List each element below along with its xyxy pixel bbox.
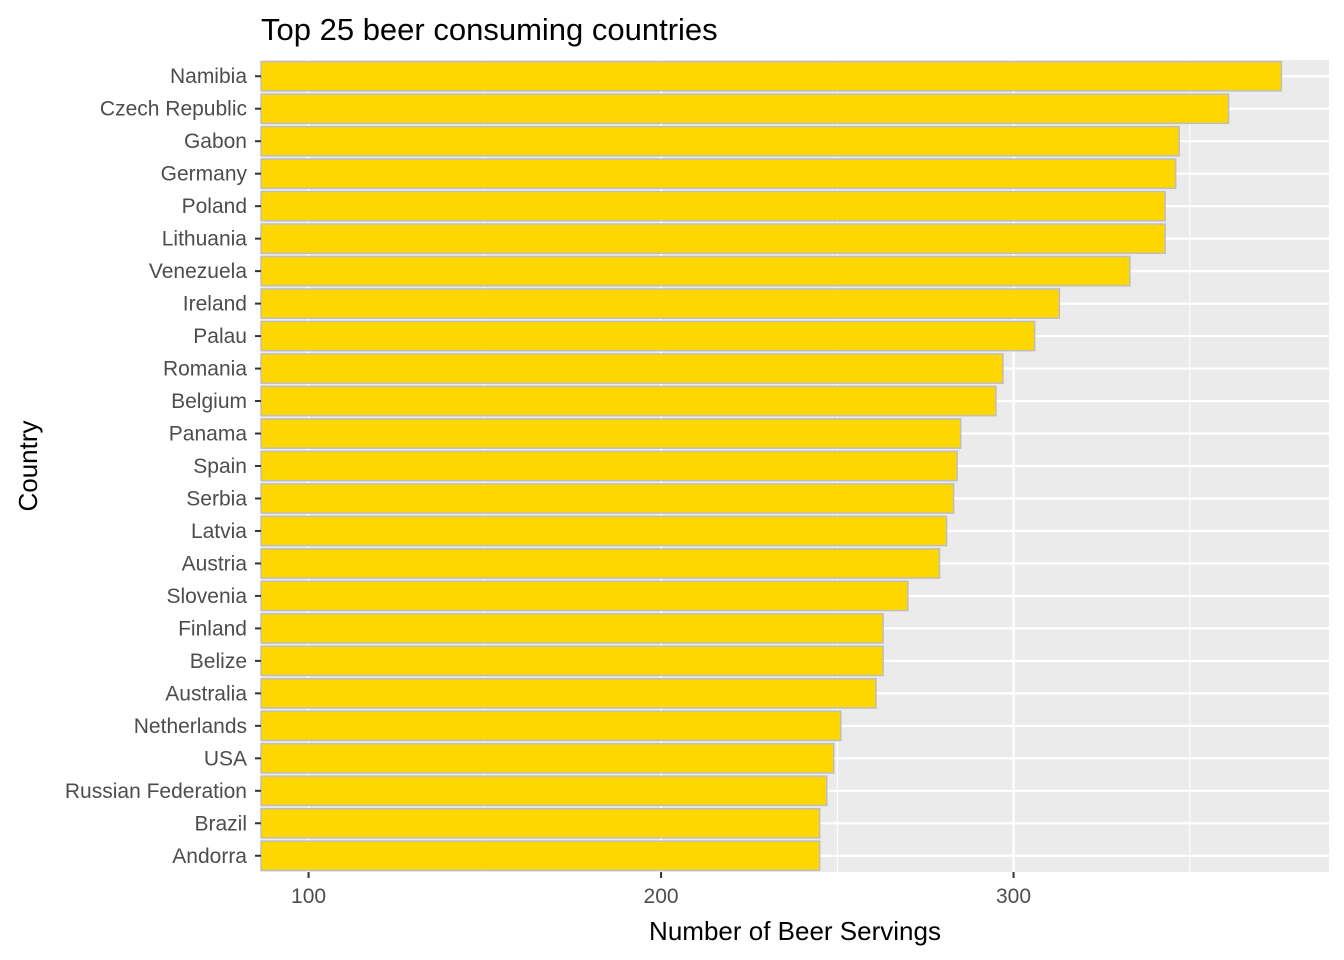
- y-tick-label: Panama: [169, 423, 248, 446]
- bar: [260, 807, 821, 839]
- y-tick-label: Australia: [165, 682, 247, 705]
- y-tick-label: Spain: [193, 455, 247, 478]
- y-tick-label: USA: [204, 747, 247, 770]
- bar: [260, 840, 821, 872]
- bar: [260, 548, 941, 579]
- y-tick-label: Brazil: [194, 812, 247, 835]
- bar: [260, 645, 884, 677]
- bar: [260, 483, 955, 514]
- bar: [260, 93, 1230, 125]
- x-tick-label: 100: [291, 885, 326, 908]
- y-tick-label: Finland: [178, 617, 247, 640]
- bar: [260, 775, 828, 807]
- x-tick-label: 200: [644, 885, 679, 908]
- y-tick-label: Russian Federation: [65, 780, 247, 803]
- y-tick-label: Germany: [161, 163, 248, 186]
- y-tick-label: Ireland: [183, 293, 247, 316]
- y-tick-label: Andorra: [172, 845, 247, 868]
- y-tick-label: Poland: [182, 195, 247, 218]
- bar: [260, 288, 1061, 319]
- bar: [260, 223, 1166, 255]
- x-tick-label: 300: [996, 885, 1031, 908]
- bar: [260, 385, 997, 417]
- y-tick-label: Belize: [190, 650, 247, 673]
- bar: [260, 710, 842, 742]
- y-tick-label: Austria: [182, 552, 248, 575]
- y-tick-label: Serbia: [186, 487, 247, 510]
- bar: [260, 677, 877, 709]
- bar: [260, 125, 1180, 157]
- x-axis-title: Number of Beer Servings: [649, 916, 941, 946]
- y-tick-label: Latvia: [191, 520, 247, 543]
- x-axis: 100 200 300: [291, 872, 1031, 908]
- y-tick-label: Palau: [193, 325, 247, 348]
- y-tick-label: Namibia: [170, 65, 247, 88]
- y-tick-label: Gabon: [184, 130, 247, 153]
- y-tick-label: Venezuela: [149, 260, 247, 283]
- bar: [260, 515, 948, 547]
- bar: [260, 742, 835, 774]
- chart-title: Top 25 beer consuming countries: [261, 12, 718, 47]
- y-tick-label: Czech Republic: [100, 98, 247, 121]
- bar: [260, 255, 1131, 287]
- bar: [260, 450, 958, 482]
- y-tick-label: Netherlands: [134, 715, 247, 738]
- y-tick-label: Romania: [163, 358, 247, 381]
- y-axis-title: Country: [13, 420, 43, 511]
- y-tick-label: Belgium: [171, 390, 247, 413]
- bars: [260, 60, 1283, 872]
- bar: [260, 353, 1004, 384]
- y-tick-label: Lithuania: [162, 228, 248, 251]
- bar: [260, 580, 909, 612]
- y-axis: Namibia Czech Republic Gabon Germany Poland L…: [65, 65, 261, 868]
- bar: [260, 158, 1177, 190]
- y-tick-label: Slovenia: [166, 585, 247, 608]
- bar: [260, 613, 884, 644]
- bar: [260, 418, 962, 449]
- bar: [260, 190, 1166, 222]
- bar: [260, 60, 1283, 92]
- bar: [260, 320, 1036, 352]
